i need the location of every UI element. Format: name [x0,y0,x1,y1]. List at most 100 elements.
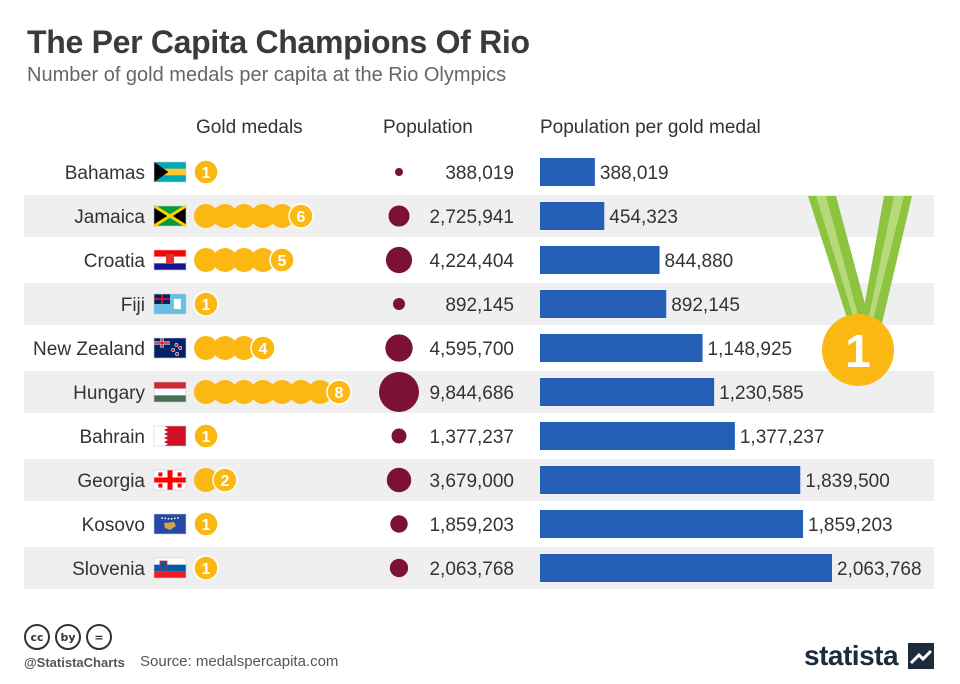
flag-part [154,250,186,257]
table-row: Bahrain 1 1,377,237 1,377,237 [80,422,825,450]
big-medal-number: 1 [845,325,871,377]
big-medal-icon [822,314,894,386]
flag-border [153,425,187,447]
chart-area: Bahamas 1 388,019 388,019 Jamaica 6 2,725,941 4… [24,158,934,589]
flag-border [153,205,187,227]
per-medal-value: 1,377,237 [740,427,825,448]
country-label: Kosovo [82,515,145,536]
gold-medal-icon [270,380,294,404]
gold-medal-icon [193,159,219,185]
population-value: 4,595,700 [429,339,514,360]
country-label: Georgia [77,471,145,492]
gold-medal-icon [250,335,276,361]
per-medal-value: 1,148,925 [708,339,793,360]
flag-part [177,472,182,477]
gold-medal-icon [194,204,218,228]
gold-medal-count: 1 [202,429,211,446]
flag-part [173,299,181,309]
gold-medal-icon [251,248,275,272]
flag-border [153,469,187,491]
gold-medal-icon [213,204,237,228]
gold-medal-icon [232,336,256,360]
gold-medal-count: 1 [202,297,211,314]
flag-part [158,483,163,488]
country-label: New Zealand [33,339,145,360]
per-medal-value: 1,230,585 [719,383,804,404]
gold-medal-icon [232,248,256,272]
chart-subtitle: Number of gold medals per capita at the … [27,64,507,86]
population-bubble [385,334,413,362]
per-medal-value: 388,019 [600,163,669,184]
country-label: Bahrain [80,427,146,448]
country-label: Jamaica [74,207,145,228]
gold-medal-icon [193,555,219,581]
gold-medal-count: 1 [202,165,211,182]
flag-part [170,517,173,520]
flag-part [167,517,170,520]
gold-medal-icon [288,203,314,229]
flag-part [178,346,183,350]
flag-border [153,249,187,271]
table-row: New Zealand 4 4,595,700 1,148,925 [33,334,792,362]
hungary-flag [153,381,187,403]
country-label: Fiji [121,295,145,316]
population-value: 2,063,768 [429,559,514,580]
per-medal-bar [540,378,715,406]
population-bubble [390,515,408,533]
population-value: 2,725,941 [429,207,514,228]
flag-part [153,204,187,228]
population-value: 1,377,237 [429,427,514,448]
flag-part [154,162,169,182]
bahamas-flag [153,161,187,183]
gold-medal-icon [232,380,256,404]
gold-medal-icon [289,380,313,404]
flag-border [153,381,187,403]
gold-medal-icon [213,380,237,404]
gold-medal-icon [270,204,294,228]
per-medal-value: 892,145 [671,295,740,316]
header-population: Population [383,117,473,138]
per-medal-value: 1,839,500 [805,471,890,492]
flag-part [154,206,170,226]
population-bubble [388,205,410,227]
per-medal-bar [540,246,660,274]
population-bubble [395,168,403,176]
population-bubble [385,246,413,274]
flag-border [153,513,187,535]
gold-medal-count: 1 [202,561,211,578]
table-row: Slovenia 1 2,063,768 2,063,768 [24,547,934,589]
population-value: 9,844,686 [429,383,514,404]
flag-part [164,522,176,530]
flag-part [159,560,168,571]
gold-medal-icon [251,204,275,228]
per-medal-bar [540,334,703,362]
flag-part [154,426,168,446]
kosovo-flag [153,513,187,535]
fiji-flag [153,293,187,315]
gold-medal-icon [213,248,237,272]
population-bubble [392,297,406,311]
flag-part [173,517,176,520]
table-row: Fiji 1 892,145 892,145 [24,283,934,325]
no-derivatives-icon: = [86,624,112,650]
gold-medal-icon [212,467,238,493]
header-population-per-gold-medal: Population per gold medal [540,117,761,138]
medal-decoration: 1 [808,196,912,386]
license-icons: cc by = [24,624,112,650]
chart-title: The Per Capita Champions Of Rio [27,24,530,60]
flag-part [154,388,186,396]
gold-medal-icon [194,468,218,492]
flag-part [154,558,186,565]
country-label: Hungary [73,383,145,404]
per-medal-bar [540,290,667,318]
population-bubble [391,428,407,444]
per-medal-bar [540,422,735,450]
gold-medal-count: 8 [335,385,344,402]
gold-medal-icon [269,247,295,273]
flag-part [177,483,182,488]
gold-medal-icon [194,248,218,272]
gold-medal-icon [194,380,218,404]
per-medal-bar [540,466,801,494]
population-value: 388,019 [445,163,514,184]
flag-border [153,557,187,579]
